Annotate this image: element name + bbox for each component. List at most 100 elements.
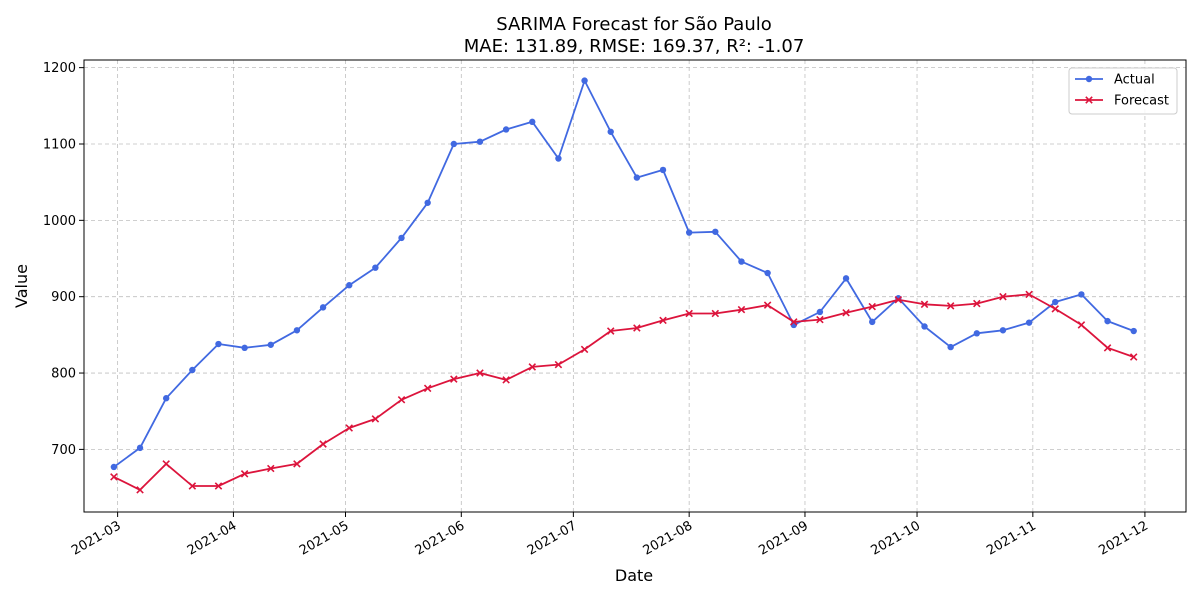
data-point [816, 308, 824, 316]
data-point [685, 309, 693, 318]
x-tick-label: 2021-11 [984, 518, 1039, 558]
plot-frame [83, 59, 1187, 513]
legend-label: Forecast [1114, 94, 1169, 109]
data-point [659, 166, 667, 174]
data-point [293, 327, 301, 334]
data-point [920, 300, 929, 309]
data-point [1025, 290, 1033, 299]
data-point [450, 140, 458, 148]
x-tick-label: 2021-09 [756, 518, 811, 558]
data-point [685, 229, 693, 236]
chart-title: SARIMA Forecast for São Paulo [496, 14, 772, 35]
data-point [423, 384, 432, 393]
x-tick-label: 2021-05 [297, 518, 352, 558]
x-tick-label: 2021-03 [69, 518, 124, 558]
y-tick-label: 1000 [43, 214, 76, 229]
data-point [502, 376, 510, 384]
data-point [869, 318, 876, 326]
data-point [293, 460, 301, 468]
series-line-forecast [113, 293, 1134, 491]
data-point [189, 366, 196, 374]
x-tick-label: 2021-07 [525, 518, 580, 558]
data-point [633, 324, 641, 332]
grid [84, 60, 1186, 512]
x-tick-label: 2021-08 [641, 518, 696, 558]
x-axis-label: Date [615, 566, 653, 585]
data-point [1052, 298, 1059, 306]
data-point [738, 258, 745, 265]
data-point [1104, 317, 1111, 325]
data-point [1103, 344, 1112, 352]
data-point [110, 473, 118, 481]
data-point [1051, 305, 1060, 313]
x-tick-label: 2021-12 [1096, 518, 1151, 558]
data-point [345, 424, 353, 432]
y-axis: 700 800 900 1000 1100 1200 [43, 61, 84, 458]
data-point [502, 126, 510, 133]
data-point [789, 318, 798, 326]
data-point [973, 330, 981, 337]
series-forecast [110, 290, 1138, 494]
data-point [999, 327, 1007, 334]
data-point [842, 308, 850, 317]
data-point [947, 343, 954, 351]
data-point [241, 344, 248, 352]
data-point [424, 199, 431, 206]
data-point [1077, 321, 1086, 329]
data-point [136, 444, 144, 452]
y-tick-label: 900 [51, 290, 76, 305]
data-point [372, 264, 379, 271]
data-point [580, 345, 589, 354]
chart-subtitle: MAE: 131.89, RMSE: 169.37, R²: -1.07 [464, 36, 805, 57]
legend-marker [1085, 75, 1093, 83]
data-point [842, 275, 850, 282]
y-tick-label: 700 [51, 443, 76, 458]
data-point [319, 304, 327, 311]
data-point [476, 369, 484, 377]
data-point [450, 375, 458, 383]
data-point [763, 301, 772, 309]
data-point [816, 315, 824, 324]
data-point [554, 360, 563, 369]
y-tick-label: 1100 [43, 137, 76, 152]
data-point [737, 305, 746, 314]
data-point [110, 463, 118, 471]
data-point [606, 327, 615, 335]
y-tick-label: 800 [51, 367, 76, 382]
data-point [973, 299, 981, 308]
data-point [1129, 353, 1138, 361]
y-axis-label: Value [12, 264, 31, 308]
data-point [1025, 319, 1033, 326]
data-point [946, 302, 955, 310]
legend-item-actual: Actual [1075, 73, 1155, 88]
data-point [162, 460, 170, 468]
data-point [1130, 327, 1137, 335]
data-point [240, 470, 249, 478]
x-axis: 2021-03 2021-04 2021-05 2021-06 2021-07 2021-… [69, 512, 1151, 559]
data-point [136, 486, 144, 494]
data-point [267, 341, 274, 348]
x-tick-label: 2021-10 [868, 518, 923, 558]
data-point [397, 395, 406, 404]
x-tick-label: 2021-04 [185, 518, 240, 558]
data-point [529, 118, 536, 126]
data-point [555, 155, 562, 162]
data-point [607, 128, 614, 135]
legend: Actual Forecast [1068, 67, 1178, 115]
data-point [712, 228, 719, 235]
data-point [398, 234, 405, 242]
data-point [215, 340, 222, 348]
data-point [162, 395, 170, 402]
y-tick-label: 1200 [43, 61, 76, 76]
data-point [999, 292, 1007, 301]
series-actual [110, 77, 1137, 471]
legend-marker [1085, 96, 1093, 104]
data-point [711, 309, 720, 318]
data-point [528, 363, 537, 371]
data-point [319, 440, 327, 448]
data-point [659, 316, 667, 325]
legend-label: Actual [1114, 73, 1155, 88]
data-point [346, 282, 353, 289]
data-point [868, 302, 876, 311]
